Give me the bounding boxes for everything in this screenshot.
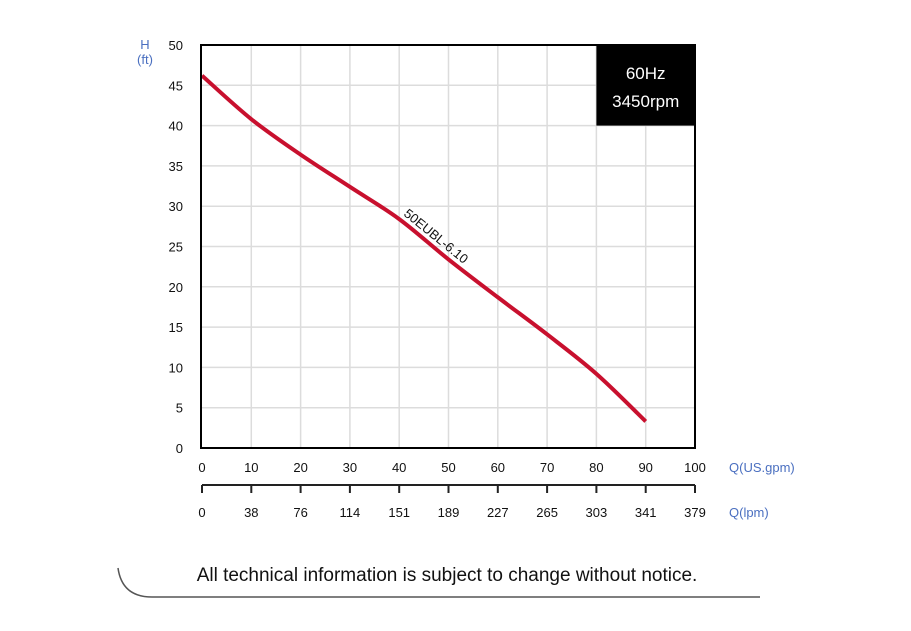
secondary-x-axis: 0 38 76 114 151 189 227 265 303 341 379 — [198, 484, 706, 520]
y-tick-label: 40 — [169, 119, 183, 134]
x-tick-label: 90 — [638, 460, 652, 475]
x2-tick-label: 303 — [586, 505, 608, 520]
x-tick-label: 60 — [491, 460, 505, 475]
speed-annotation-box — [596, 45, 695, 126]
x2-tick-label: 38 — [244, 505, 258, 520]
y-tick-label: 45 — [169, 78, 183, 93]
annotation-rpm: 3450rpm — [612, 92, 679, 111]
x2-axis-label: Q(lpm) — [729, 505, 769, 520]
x2-tick-label: 379 — [684, 505, 706, 520]
plot-frame — [200, 44, 696, 449]
x-tick-label: 100 — [684, 460, 706, 475]
x-tick-label: 80 — [589, 460, 603, 475]
x-axis-label: Q(US.gpm) — [729, 460, 795, 475]
x-tick-label: 30 — [343, 460, 357, 475]
x2-tick-label: 76 — [293, 505, 307, 520]
annotation-frequency: 60Hz — [626, 64, 666, 83]
footer-divider — [117, 567, 760, 598]
y-tick-label: 30 — [169, 199, 183, 214]
x-tick-label: 0 — [198, 460, 205, 475]
x-tick-labels: 0 10 20 30 40 50 60 70 80 90 100 — [198, 460, 705, 475]
y-tick-label: 15 — [169, 320, 183, 335]
footer-notice: All technical information is subject to … — [197, 565, 698, 586]
x-tick-label: 50 — [441, 460, 455, 475]
x-tick-label: 10 — [244, 460, 258, 475]
x2-tick-label: 114 — [340, 505, 361, 520]
y-tick-label: 5 — [176, 401, 183, 416]
x-tick-label: 20 — [293, 460, 307, 475]
x2-tick-label: 151 — [388, 505, 410, 520]
y-tick-label: 25 — [169, 240, 183, 255]
x2-tick-label: 189 — [438, 505, 460, 520]
x2-tick-label: 227 — [487, 505, 509, 520]
series-curve-50eubl-6-10 — [200, 74, 648, 423]
series-label: 50EUBL-6.10 — [401, 206, 471, 267]
y-axis-unit: (ft) — [137, 52, 153, 67]
x2-tick-label: 341 — [635, 505, 657, 520]
x-tick-label: 70 — [540, 460, 554, 475]
grid — [202, 45, 695, 448]
y-tick-label: 35 — [169, 159, 183, 174]
x-tick-label: 40 — [392, 460, 406, 475]
y-tick-label: 10 — [169, 360, 183, 375]
y-tick-label: 0 — [176, 441, 183, 456]
y-axis-label: H — [140, 37, 149, 52]
y-tick-label: 20 — [169, 280, 183, 295]
y-tick-labels: 0 5 10 15 20 25 30 35 40 45 50 — [169, 38, 183, 456]
x2-tick-label: 0 — [198, 505, 205, 520]
x2-tick-label: 265 — [536, 505, 558, 520]
y-tick-label: 50 — [169, 38, 183, 53]
